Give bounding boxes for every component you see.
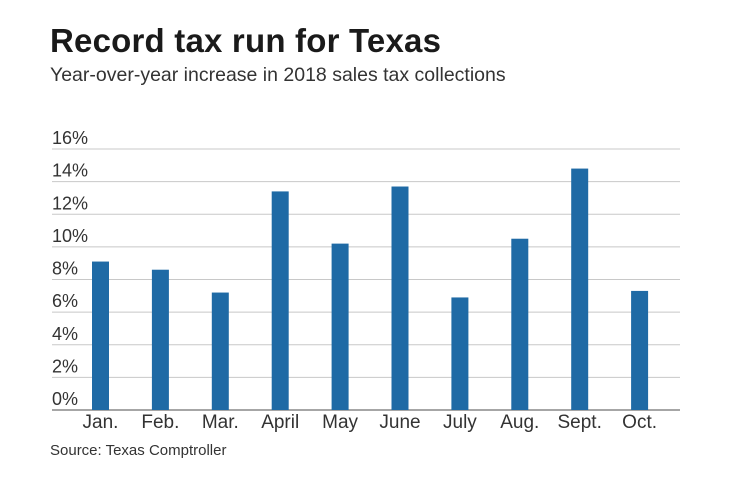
y-tick-label: 8%: [52, 259, 78, 279]
bar-jan: [92, 261, 109, 410]
x-tick-label: Sept.: [558, 412, 602, 433]
chart-title: Record tax run for Texas: [50, 22, 442, 59]
bars: [92, 168, 649, 410]
bar-july: [451, 297, 469, 410]
bar-aug: [511, 238, 529, 410]
labels: 0% 2% 4% 6% 8% 10% 12% 14% 16% Jan. Feb. Mar. April M…: [52, 128, 657, 433]
bar-mar: [211, 292, 229, 410]
y-tick-label: 10%: [52, 226, 88, 246]
x-tick-label: Aug.: [500, 412, 539, 433]
bar-sept: [571, 168, 589, 410]
y-tick-label: 0%: [52, 389, 78, 409]
y-tick-label: 6%: [52, 291, 78, 311]
bar-may: [331, 243, 349, 410]
x-tick-label: Feb.: [141, 412, 179, 433]
bar-june: [391, 186, 409, 410]
x-tick-label: Jan.: [83, 412, 119, 433]
bar-feb: [151, 269, 169, 410]
bar-oct: [631, 290, 649, 410]
y-tick-label: 14%: [52, 161, 88, 181]
x-tick-label: June: [379, 412, 420, 433]
x-tick-label: May: [322, 412, 358, 433]
bar-april: [271, 191, 289, 410]
y-tick-label: 2%: [52, 356, 78, 376]
y-tick-label: 12%: [52, 193, 88, 213]
source-note: Source: Texas Comptroller: [50, 442, 227, 459]
chart-subtitle: Year-over-year increase in 2018 sales ta…: [50, 64, 506, 86]
x-tick-label: July: [443, 412, 477, 433]
x-tick-label: Mar.: [202, 412, 239, 433]
x-tick-label: Oct.: [622, 412, 657, 433]
y-tick-label: 4%: [52, 324, 78, 344]
y-tick-label: 16%: [52, 128, 88, 148]
x-tick-label: April: [261, 412, 299, 433]
